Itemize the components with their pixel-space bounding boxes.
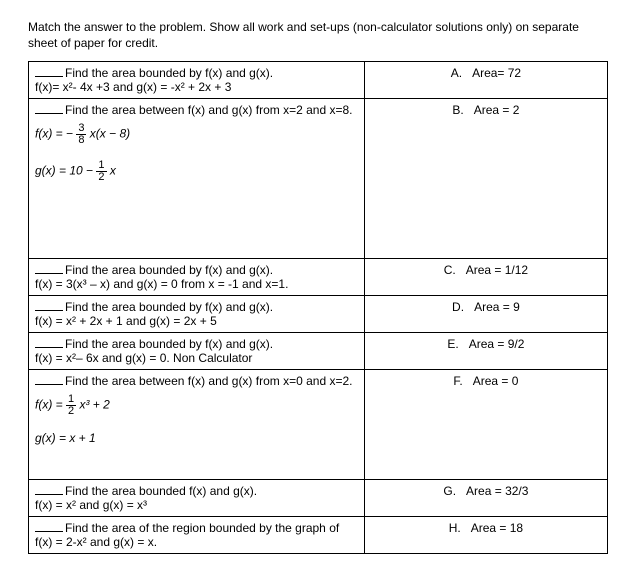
answer-cell: C. Area = 1/12 [364,259,607,296]
answer-text: Area= 72 [472,66,521,80]
answer-blank[interactable] [35,67,63,77]
answer-text: Area = 9/2 [469,337,525,351]
prompt-body: f(x) = x² and g(x) = x³ [35,498,147,512]
answer-blank[interactable] [35,375,63,385]
answer-letter: H. [449,521,461,535]
prompt-lead: Find the area bounded by f(x) and g(x). [65,66,273,80]
answer-cell: A. Area= 72 [364,62,607,99]
equation-block: f(x) = − 38 x(x − 8)g(x) = 10 − 12 x [35,123,358,183]
answer-letter: F. [453,374,462,388]
prompt-lead: Find the area between f(x) and g(x) from… [65,103,352,117]
prompt-body: f(x)= x²- 4x +3 and g(x) = -x² + 2x + 3 [35,80,231,94]
problem-cell: Find the area bounded by f(x) and g(x).f… [29,62,365,99]
answer-cell: D. Area = 9 [364,296,607,333]
problem-cell: Find the area bounded f(x) and g(x).f(x)… [29,480,365,517]
prompt-lead: Find the area bounded by f(x) and g(x). [65,300,273,314]
answer-cell: B. Area = 2 [364,99,607,259]
answer-cell: H. Area = 18 [364,517,607,554]
problem-cell: Find the area between f(x) and g(x) from… [29,99,365,259]
answer-cell: G. Area = 32/3 [364,480,607,517]
answer-text: Area = 32/3 [466,484,528,498]
answer-text: Area = 1/12 [466,263,528,277]
answer-blank[interactable] [35,522,63,532]
problem-cell: Find the area between f(x) and g(x) from… [29,370,365,480]
problem-cell: Find the area bounded by f(x) and g(x).f… [29,333,365,370]
problem-cell: Find the area bounded by f(x) and g(x).f… [29,296,365,333]
prompt-lead: Find the area of the region bounded by t… [35,521,339,549]
answer-blank[interactable] [35,485,63,495]
answer-letter: B. [452,103,463,117]
instructions-text: Match the answer to the problem. Show al… [28,20,608,51]
answer-letter: E. [447,337,458,351]
prompt-lead: Find the area between f(x) and g(x) from… [65,374,352,388]
answer-text: Area = 2 [474,103,520,117]
answer-letter: D. [452,300,464,314]
answer-blank[interactable] [35,104,63,114]
answer-text: Area = 0 [473,374,519,388]
worksheet-table: Find the area bounded by f(x) and g(x).f… [28,61,608,554]
answer-blank[interactable] [35,264,63,274]
prompt-body: f(x) = 3(x³ – x) and g(x) = 0 from x = -… [35,277,288,291]
prompt-lead: Find the area bounded by f(x) and g(x). [65,337,273,351]
problem-cell: Find the area of the region bounded by t… [29,517,365,554]
prompt-lead: Find the area bounded by f(x) and g(x). [65,263,273,277]
answer-blank[interactable] [35,301,63,311]
answer-text: Area = 18 [471,521,523,535]
answer-letter: C. [444,263,456,277]
prompt-lead: Find the area bounded f(x) and g(x). [65,484,257,498]
answer-blank[interactable] [35,338,63,348]
equation-block: f(x) = 12 x³ + 2g(x) = x + 1 [35,394,358,445]
answer-letter: G. [443,484,456,498]
answer-text: Area = 9 [474,300,520,314]
answer-cell: F. Area = 0 [364,370,607,480]
answer-cell: E. Area = 9/2 [364,333,607,370]
prompt-body: f(x) = x²– 6x and g(x) = 0. Non Calculat… [35,351,252,365]
answer-letter: A. [451,66,462,80]
prompt-body: f(x) = x² + 2x + 1 and g(x) = 2x + 5 [35,314,217,328]
problem-cell: Find the area bounded by f(x) and g(x).f… [29,259,365,296]
